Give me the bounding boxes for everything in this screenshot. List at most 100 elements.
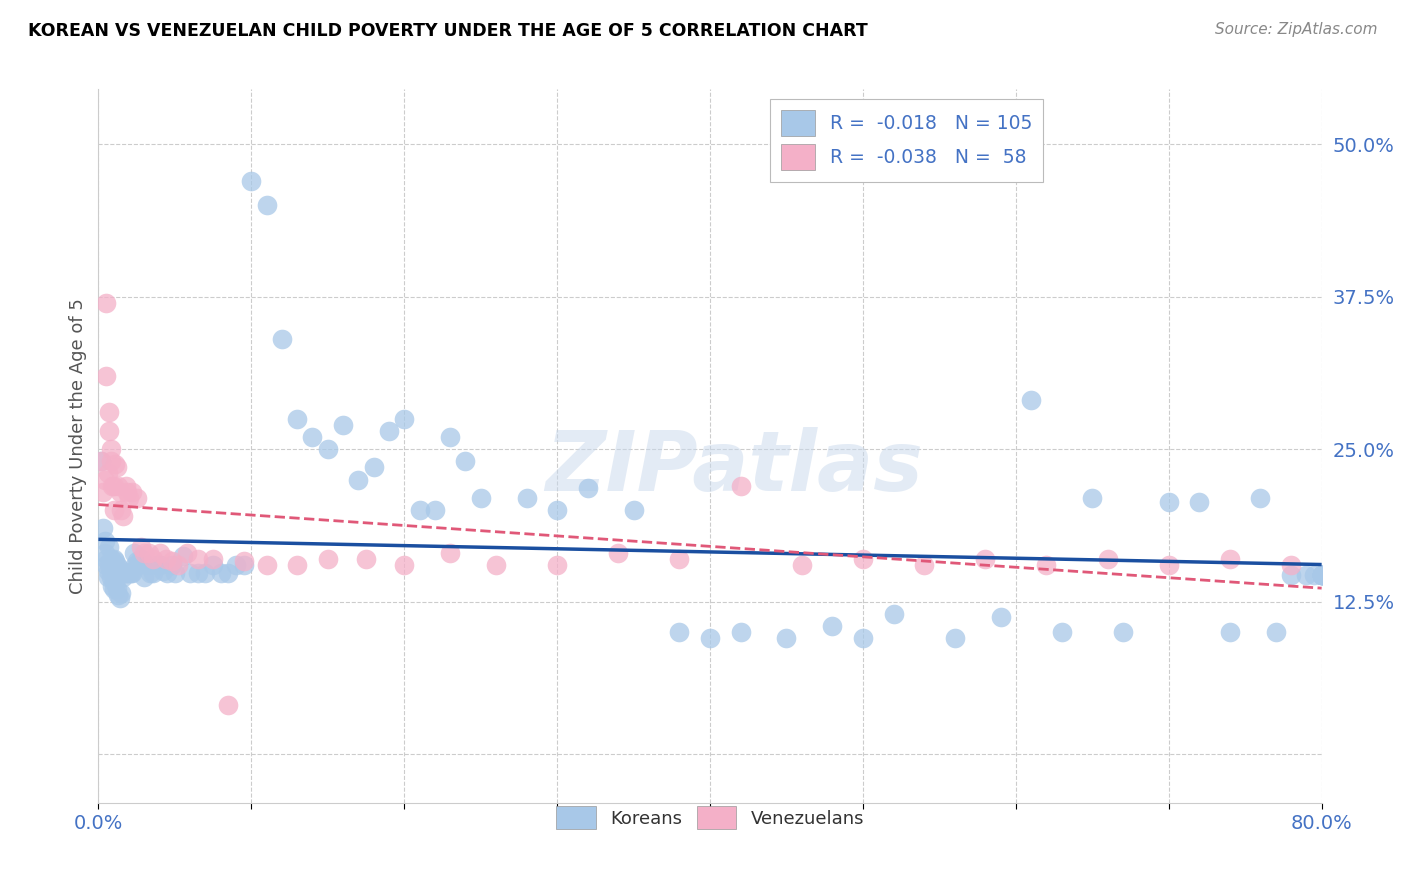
- Point: [110, 503, 132, 517]
- Point: [454, 454, 477, 468]
- Point: [142, 566, 165, 581]
- Point: [100, 442, 122, 456]
- Point: [285, 558, 308, 572]
- Point: [105, 558, 128, 572]
- Point: [546, 503, 568, 517]
- Point: [97, 564, 120, 578]
- Point: [1050, 625, 1073, 640]
- Point: [423, 503, 446, 517]
- Point: [1019, 393, 1042, 408]
- Point: [160, 558, 183, 572]
- Point: [111, 509, 134, 524]
- Point: [121, 566, 143, 581]
- Point: [378, 424, 401, 438]
- Point: [98, 558, 121, 572]
- Point: [101, 478, 124, 492]
- Point: [270, 332, 292, 346]
- Point: [118, 491, 141, 505]
- Point: [105, 460, 128, 475]
- Point: [134, 570, 156, 584]
- Legend: Koreans, Venezuelans: Koreans, Venezuelans: [548, 799, 872, 837]
- Point: [101, 564, 124, 578]
- Point: [107, 589, 129, 603]
- Point: [256, 198, 278, 212]
- Point: [145, 558, 167, 572]
- Text: Source: ZipAtlas.com: Source: ZipAtlas.com: [1215, 22, 1378, 37]
- Y-axis label: Child Poverty Under the Age of 5: Child Poverty Under the Age of 5: [69, 298, 87, 594]
- Point: [108, 484, 131, 499]
- Point: [1310, 567, 1333, 582]
- Point: [104, 554, 127, 568]
- Point: [104, 457, 127, 471]
- Point: [1219, 551, 1241, 566]
- Point: [93, 473, 115, 487]
- Point: [90, 454, 112, 468]
- Point: [1310, 567, 1333, 582]
- Point: [974, 551, 997, 566]
- Point: [439, 546, 461, 560]
- Point: [1279, 558, 1302, 572]
- Point: [94, 558, 117, 572]
- Point: [363, 460, 385, 475]
- Point: [125, 554, 148, 568]
- Point: [408, 503, 430, 517]
- Point: [129, 540, 152, 554]
- Point: [883, 607, 905, 621]
- Point: [1219, 625, 1241, 640]
- Point: [240, 174, 263, 188]
- Point: [124, 558, 146, 572]
- Point: [730, 478, 752, 492]
- Point: [1310, 567, 1333, 582]
- Point: [129, 551, 152, 566]
- Point: [91, 484, 114, 499]
- Point: [98, 540, 121, 554]
- Point: [105, 582, 128, 597]
- Point: [852, 551, 875, 566]
- Point: [90, 454, 112, 468]
- Point: [316, 442, 339, 456]
- Point: [775, 631, 797, 645]
- Point: [97, 467, 120, 481]
- Point: [149, 558, 172, 572]
- Point: [118, 566, 141, 581]
- Point: [392, 558, 416, 572]
- Point: [232, 554, 254, 568]
- Point: [217, 698, 239, 713]
- Point: [392, 411, 416, 425]
- Point: [139, 566, 162, 581]
- Point: [1188, 494, 1211, 508]
- Point: [179, 566, 201, 581]
- Point: [104, 576, 127, 591]
- Point: [100, 570, 122, 584]
- Point: [332, 417, 354, 432]
- Point: [107, 564, 129, 578]
- Point: [103, 582, 125, 597]
- Point: [943, 631, 966, 645]
- Point: [1310, 567, 1333, 582]
- Point: [117, 484, 139, 499]
- Point: [1310, 567, 1333, 582]
- Point: [217, 566, 239, 581]
- Point: [97, 570, 120, 584]
- Text: KOREAN VS VENEZUELAN CHILD POVERTY UNDER THE AGE OF 5 CORRELATION CHART: KOREAN VS VENEZUELAN CHILD POVERTY UNDER…: [28, 22, 868, 40]
- Point: [134, 546, 156, 560]
- Point: [821, 619, 844, 633]
- Point: [167, 558, 190, 572]
- Point: [301, 430, 323, 444]
- Point: [100, 551, 122, 566]
- Point: [990, 610, 1012, 624]
- Point: [1157, 494, 1180, 508]
- Point: [98, 424, 121, 438]
- Point: [852, 631, 875, 645]
- Point: [156, 566, 179, 581]
- Point: [1264, 625, 1286, 640]
- Point: [1249, 491, 1271, 505]
- Point: [120, 566, 142, 581]
- Point: [256, 558, 278, 572]
- Point: [347, 473, 370, 487]
- Point: [668, 625, 690, 640]
- Point: [149, 546, 172, 560]
- Point: [121, 484, 143, 499]
- Point: [101, 579, 124, 593]
- Point: [576, 481, 599, 495]
